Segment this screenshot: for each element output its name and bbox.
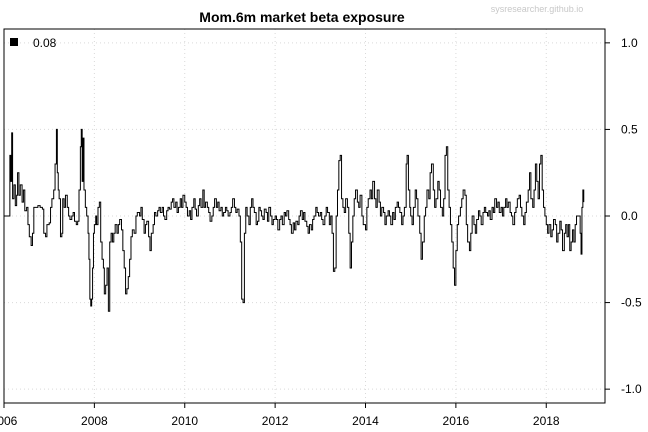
- x-tick-label: 2012: [262, 414, 289, 428]
- legend-swatch: [10, 38, 18, 46]
- x-axis: 2006 2008 2010 2012 2014 2016 2018: [0, 403, 560, 428]
- x-tick-label: 2018: [533, 414, 560, 428]
- x-tick-label: 2014: [352, 414, 379, 428]
- legend-label: 0.08: [33, 36, 57, 50]
- series-line: [4, 128, 585, 312]
- y-tick-label: -1.0: [621, 382, 642, 396]
- y-tick-label: 0.0: [621, 209, 638, 223]
- y-axis: 1.0 0.5 0.0 -0.5 -1.0: [605, 36, 642, 396]
- y-tick-label: 1.0: [621, 36, 638, 50]
- legend: 0.08: [10, 36, 57, 50]
- x-tick-label: 2006: [0, 414, 18, 428]
- x-tick-label: 2016: [443, 414, 470, 428]
- chart-title: Mom.6m market beta exposure: [199, 9, 405, 25]
- x-tick-label: 2010: [171, 414, 198, 428]
- y-tick-label: 0.5: [621, 122, 638, 136]
- watermark-text: sysresearcher.github.io: [491, 4, 584, 14]
- x-tick-label: 2008: [81, 414, 108, 428]
- y-tick-label: -0.5: [621, 296, 642, 310]
- series-layer: [4, 128, 585, 312]
